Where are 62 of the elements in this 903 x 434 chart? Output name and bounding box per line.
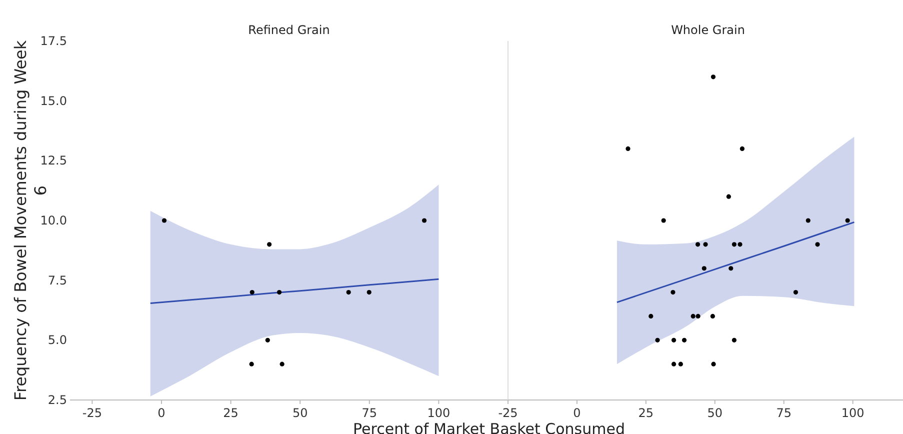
point [661, 218, 666, 223]
point [280, 362, 284, 366]
point [670, 290, 676, 295]
point [678, 362, 683, 366]
point [682, 338, 687, 342]
point [671, 362, 676, 366]
x-tick-label: 25 [223, 406, 238, 420]
point [366, 290, 372, 295]
y-tick-label: 5.0 [48, 333, 67, 348]
x-tick-label: 100 [427, 406, 450, 420]
point [162, 218, 167, 223]
point [655, 338, 660, 342]
x-tick-label: -25 [498, 406, 518, 420]
point [265, 338, 270, 342]
x-tick-label: 25 [638, 406, 654, 420]
point [728, 266, 734, 271]
point [845, 218, 850, 223]
point [732, 338, 737, 342]
x-tick-label: 75 [776, 406, 792, 420]
y-tick-label: 7.5 [48, 273, 67, 288]
point [695, 242, 700, 247]
point [249, 362, 254, 366]
y-axis-title: Frequency of Bowel Movements during Week [11, 40, 30, 401]
point [806, 218, 810, 223]
point [250, 290, 254, 295]
text: 6 [31, 185, 50, 196]
x-tick-label: 0 [158, 406, 166, 420]
point [276, 290, 282, 295]
x-tick-label: 50 [707, 406, 723, 420]
point [738, 242, 742, 247]
point [710, 74, 716, 80]
x-tick-label: 100 [841, 406, 864, 420]
x-tick-label: -25 [82, 406, 102, 420]
point [626, 146, 630, 151]
line-series [150, 278, 440, 304]
chart-title: Refined Grain [248, 23, 330, 37]
point [422, 218, 427, 223]
point [696, 314, 700, 319]
point [346, 290, 351, 295]
x-axis-title: Percent of Market Basket Consumed [353, 420, 625, 434]
point [690, 314, 696, 319]
point [732, 242, 737, 247]
y-tick-label: 10.0 [40, 214, 67, 228]
y-tick-label: 15.0 [40, 94, 67, 108]
point [711, 362, 716, 366]
x-tick-label: 50 [292, 406, 308, 420]
point [267, 242, 272, 247]
point [740, 146, 745, 151]
point [703, 242, 708, 247]
point [702, 266, 706, 271]
point [726, 194, 731, 199]
point [815, 242, 820, 247]
point [648, 314, 654, 319]
y-tick-label: 12.5 [40, 154, 67, 168]
point [793, 290, 798, 295]
point [710, 314, 715, 319]
y-tick-label: 17.5 [40, 34, 67, 48]
x-tick-label: 0 [573, 406, 581, 420]
y-tick-label: 2.5 [48, 393, 67, 407]
point [671, 338, 676, 342]
x-tick-label: 75 [362, 406, 378, 420]
chart-title: Whole Grain [671, 23, 745, 37]
